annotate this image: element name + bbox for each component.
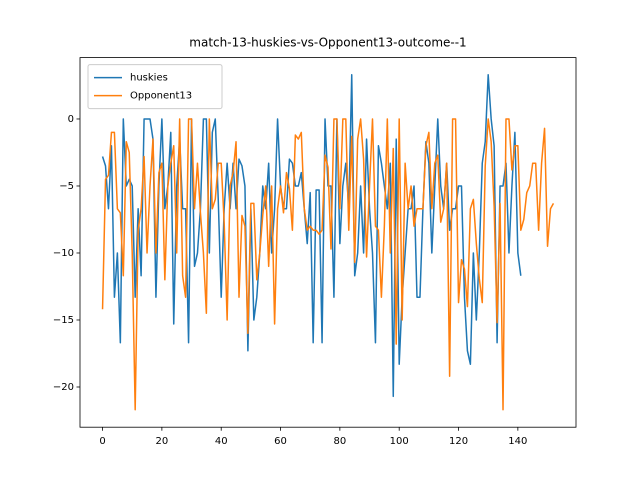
x-tick-label: 80 xyxy=(333,436,346,447)
plot-frame xyxy=(79,57,577,428)
legend-box xyxy=(87,64,223,110)
x-tick-label: 60 xyxy=(274,436,287,447)
x-tick-label: 20 xyxy=(156,436,169,447)
chart-title: match-13-huskies-vs-Opponent13-outcome--… xyxy=(189,36,466,50)
y-tick-label: −10 xyxy=(53,248,74,259)
y-tick-label: −5 xyxy=(59,181,74,192)
legend-label: huskies xyxy=(130,73,168,84)
legend-label: Opponent13 xyxy=(130,91,192,102)
y-tick-label: −20 xyxy=(53,382,74,393)
series-line xyxy=(101,118,555,411)
x-tick-label: 100 xyxy=(390,436,409,447)
x-tick-label: 140 xyxy=(508,436,527,447)
x-tick-label: 0 xyxy=(99,436,105,447)
x-tick-label: 120 xyxy=(449,436,468,447)
y-tick-label: 0 xyxy=(68,114,74,125)
x-tick-label: 40 xyxy=(215,436,228,447)
y-tick-label: −15 xyxy=(53,315,74,326)
